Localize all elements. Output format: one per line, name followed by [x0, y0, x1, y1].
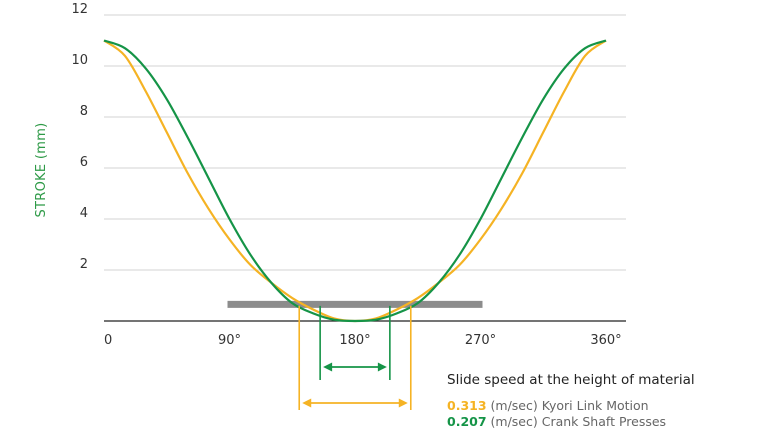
legend-value-crank: 0.207 [447, 414, 487, 429]
y-tick-label-5: 12 [71, 2, 88, 17]
y-ticks: 2 4 6 8 10 12 [71, 2, 88, 272]
y-tick-label-3: 8 [80, 104, 88, 119]
x-tick-label-3: 270° [465, 333, 496, 348]
x-tick-label-4: 360° [590, 333, 621, 348]
legend-item-kyori: 0.313 (m/sec) Kyori Link Motion [447, 398, 649, 414]
legend-item-crank: 0.207 (m/sec) Crank Shaft Presses [447, 414, 666, 430]
y-tick-label-4: 10 [71, 53, 88, 68]
y-tick-label-1: 4 [80, 206, 88, 221]
marker-arrow-head-left-crank [323, 362, 333, 372]
speed-caption: Slide speed at the height of material [447, 372, 695, 388]
material-band-bar [227, 300, 483, 308]
x-tick-label-2: 180° [339, 333, 370, 348]
legend-label-crank: (m/sec) Crank Shaft Presses [486, 414, 667, 429]
grid [104, 14, 626, 322]
material-band [227, 300, 483, 308]
marker-arrow-head-right-crank [377, 362, 387, 372]
series-line-kyori [103, 39, 607, 323]
series-lines [103, 39, 607, 323]
marker-arrow-head-right-kyori [398, 398, 408, 408]
y-axis-label: STROKE (mm) [34, 122, 49, 217]
x-tick-label-1: 90° [218, 333, 241, 348]
marker-arrow-head-left-kyori [302, 398, 312, 408]
legend-label-kyori: (m/sec) Kyori Link Motion [486, 398, 649, 413]
series-line-crank [103, 39, 607, 323]
x-ticks: 0 90° 180° 270° 360° [104, 333, 622, 348]
y-tick-label-2: 6 [80, 155, 88, 170]
x-tick-label-0: 0 [104, 333, 112, 348]
legend-value-kyori: 0.313 [447, 398, 487, 413]
speed-markers [298, 305, 412, 410]
y-tick-label-0: 2 [80, 257, 88, 272]
